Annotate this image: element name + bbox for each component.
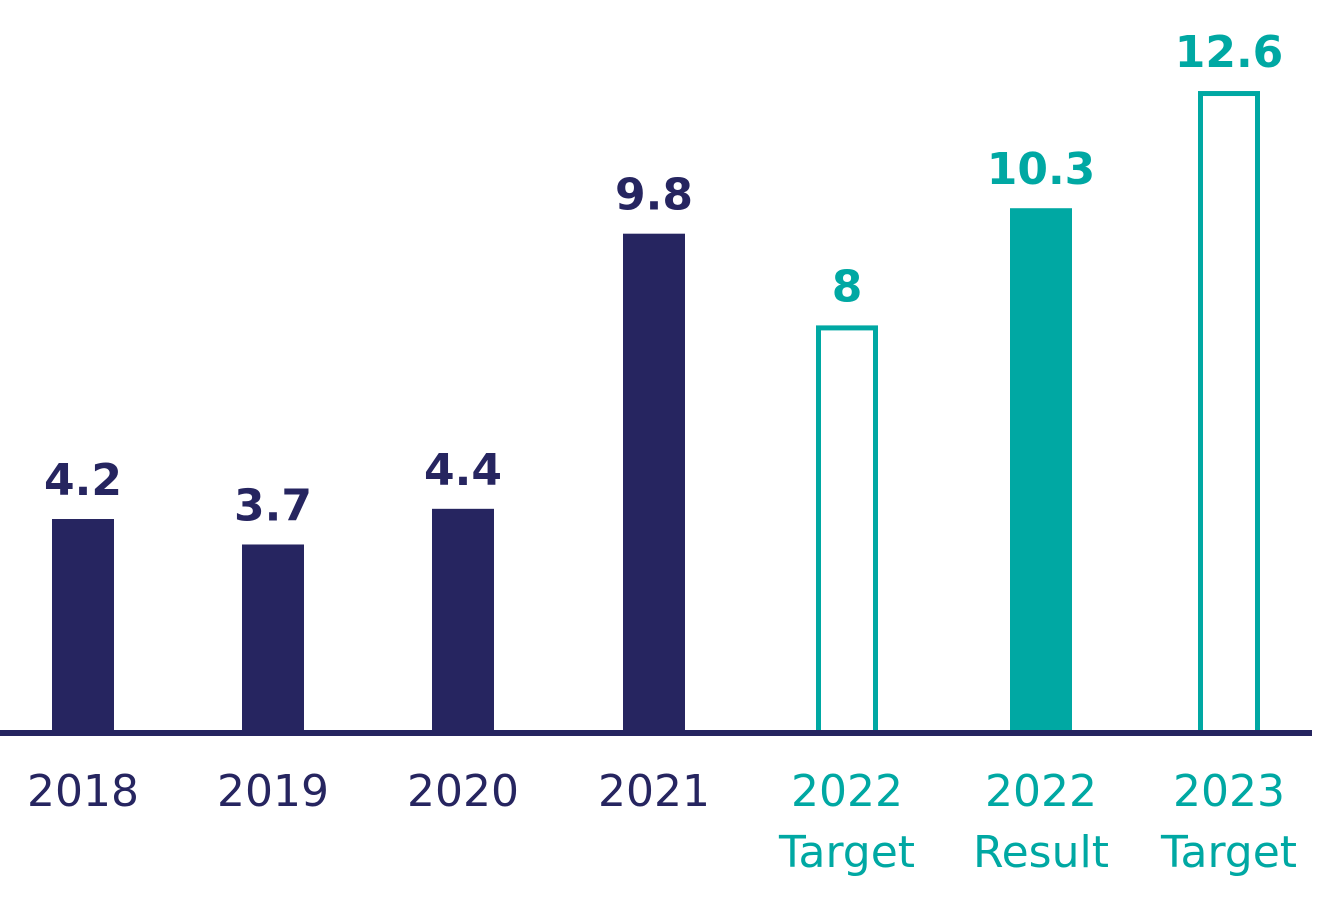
value-label: 3.7 xyxy=(234,480,312,531)
value-label: 4.2 xyxy=(44,455,122,506)
category-label-line1: 2019 xyxy=(217,766,329,817)
bar-2022-target xyxy=(816,325,878,736)
value-labels-group: 4.2 3.7 4.4 9.8 8 10.3 12.6 xyxy=(44,27,1283,531)
bar-2023-target xyxy=(1198,91,1260,736)
category-label-line2: Target xyxy=(778,827,915,878)
bar-2021 xyxy=(623,233,685,733)
category-label-line1: 2022 xyxy=(985,766,1097,817)
category-labels-group: 2018 2019 2020 2021 2022 Target 2022 Result 2023… xyxy=(27,766,1297,878)
category-label-line1: 2021 xyxy=(598,766,710,817)
bars-group xyxy=(52,91,1260,736)
category-label-line2: Target xyxy=(1160,827,1297,878)
bar-2018 xyxy=(52,519,114,733)
category-label-line1: 2023 xyxy=(1173,766,1285,817)
value-label: 9.8 xyxy=(615,170,693,221)
bar-2019 xyxy=(242,544,304,733)
category-label-line1: 2022 xyxy=(791,766,903,817)
bar-2022-result xyxy=(1010,208,1072,734)
bar-2020 xyxy=(432,508,494,733)
category-label-line1: 2018 xyxy=(27,766,139,817)
category-label-line1: 2020 xyxy=(407,766,519,817)
value-label: 12.6 xyxy=(1175,27,1284,78)
value-label: 10.3 xyxy=(987,144,1096,195)
value-label: 4.4 xyxy=(424,445,502,496)
category-label-line2: Result xyxy=(973,827,1109,878)
value-label: 8 xyxy=(832,261,863,312)
